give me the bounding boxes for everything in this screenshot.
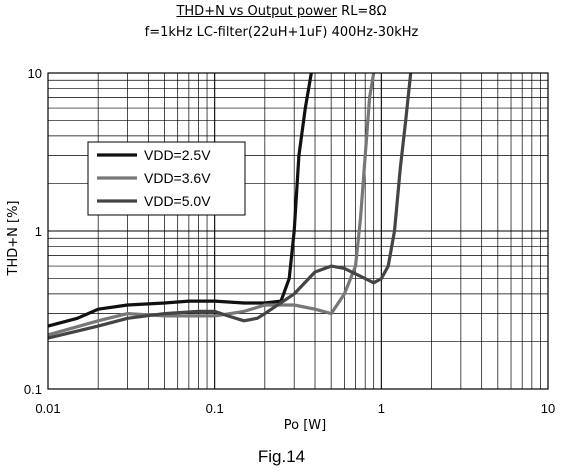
x-tick-label: 10 [541,401,555,416]
legend-label-2: VDD=3.6V [144,170,211,186]
series-line-1 [47,72,313,328]
y-axis-label: THD+N [%] [6,201,21,277]
chart-title-rl: RL=8Ω [341,4,387,19]
plot-border [47,72,549,390]
x-axis-label: Po [W] [284,418,326,433]
y-tick-label: 1 [35,224,42,239]
figure-caption: Fig.14 [257,447,306,466]
chart-title-main: THD+N vs Output power [176,4,338,19]
y-tick-label: 0.1 [24,382,42,397]
chart-title: THD+N vs Output power RL=8Ω [0,4,563,19]
x-tick-label: 1 [378,401,385,416]
chart-subtitle: f=1kHz LC-filter(22uH+1uF) 400Hz-30kHz [144,25,419,40]
y-tick-label: 10 [28,66,42,81]
legend-label-3: VDD=5.0V [144,193,211,209]
x-tick-label: 0.1 [206,401,224,416]
series-line-3 [47,72,413,340]
legend-label-1: VDD=2.5V [144,147,211,163]
x-tick-label: 0.01 [35,401,60,416]
